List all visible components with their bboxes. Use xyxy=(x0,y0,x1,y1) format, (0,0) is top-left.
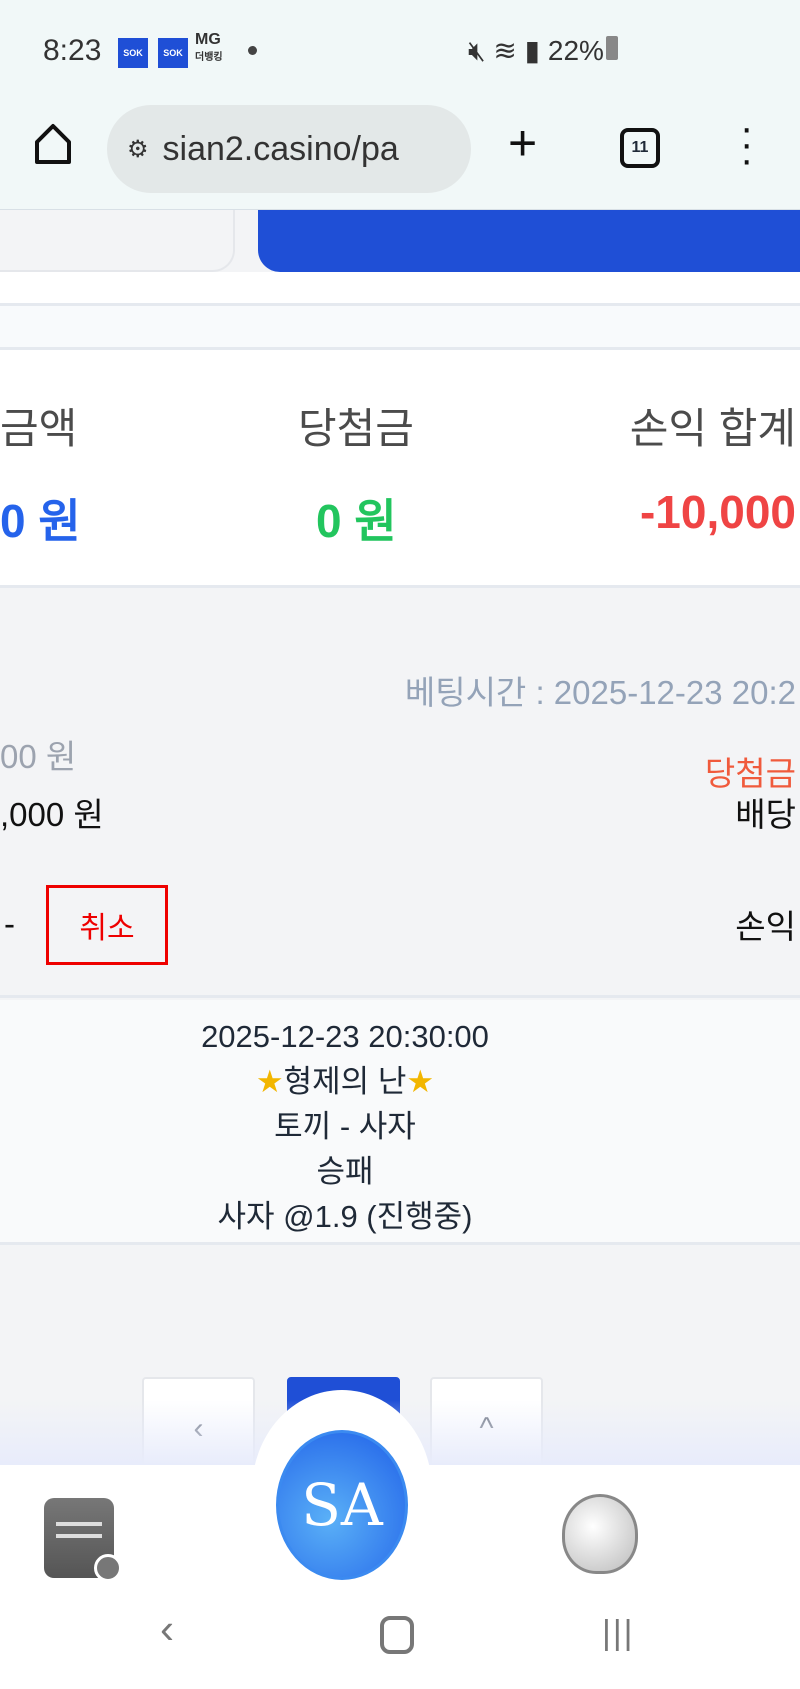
system-recents-icon[interactable]: ||| xyxy=(602,1614,635,1652)
summary-value-profit: -10,000 xyxy=(639,486,796,538)
address-bar[interactable]: ⚙︎ sian2.casino/pa xyxy=(107,105,471,193)
clock: 8:23 xyxy=(43,34,102,67)
status-bar: 8:23 SOK SOK MG 더뱅킹 🔇︎ ≋ ▮ 22% xyxy=(0,0,800,100)
pick-odds-status: 사자 @1.9 (진행중) xyxy=(217,1199,473,1234)
star-icon: ★ xyxy=(255,1064,284,1099)
bet-time: 베팅시간 : 2025-12-23 20:2 xyxy=(404,674,796,711)
bet-total: ,000 원 xyxy=(0,796,104,833)
bank-app-icon: SOK xyxy=(158,38,188,68)
odds-label: 배당 xyxy=(735,796,796,833)
battery-icon xyxy=(605,36,618,60)
profit-label: 손익 xyxy=(735,908,796,945)
site-settings-icon[interactable]: ⚙︎ xyxy=(127,135,149,163)
home-logo-button[interactable]: SA xyxy=(276,1430,408,1580)
system-home-icon[interactable] xyxy=(380,1616,414,1654)
wifi-icon: ≋ xyxy=(493,35,517,66)
url-text[interactable]: sian2.casino/pa xyxy=(162,129,399,168)
section-divider xyxy=(0,303,800,350)
signal-icon: ▮ xyxy=(524,35,541,66)
menu-icon[interactable]: · · · xyxy=(740,106,754,182)
summary-value-win: 0 원 xyxy=(316,495,397,547)
new-tab-icon[interactable]: + xyxy=(508,115,538,171)
support-chat-icon[interactable] xyxy=(562,1494,638,1574)
system-status-icons: 🔇︎ ≋ ▮ 22% xyxy=(468,34,618,68)
star-icon: ★ xyxy=(406,1064,435,1099)
spacer xyxy=(0,272,800,303)
tab-switcher-button[interactable]: 11 xyxy=(620,128,660,168)
bet-status-dash: - xyxy=(4,905,15,942)
system-back-icon[interactable]: ‹ xyxy=(160,1605,174,1652)
browser-toolbar: ⚙︎ sian2.casino/pa + 11 · · · xyxy=(0,100,800,210)
win-amount-label: 당첨금 xyxy=(704,755,796,792)
bet-card xyxy=(0,620,800,998)
cancel-bet-button[interactable]: 취소 xyxy=(46,885,168,965)
bet-amount: 00 원 xyxy=(0,738,77,775)
mute-icon: 🔇︎ xyxy=(468,35,486,66)
mg-bank-icon: MG 더뱅킹 xyxy=(195,31,223,64)
summary-panel xyxy=(0,350,800,588)
summary-label-profit: 손익 합계 xyxy=(629,405,796,452)
summary-label-win: 당첨금 xyxy=(298,405,414,452)
match-teams: 토끼 - 사자 xyxy=(274,1109,416,1144)
home-icon[interactable] xyxy=(33,122,73,166)
bet-detail: 2025-12-23 20:30:00 ★형제의 난★ 토끼 - 사자 승패 사… xyxy=(0,1000,800,1245)
system-nav-bar xyxy=(0,1590,800,1689)
summary-label-bet: 금액 xyxy=(0,405,78,452)
game-name: ★형제의 난★ xyxy=(255,1064,435,1099)
battery-level: 22% xyxy=(547,35,604,66)
market-type: 승패 xyxy=(316,1154,374,1189)
summary-value-bet: 0 원 xyxy=(0,495,81,547)
match-datetime: 2025-12-23 20:30:00 xyxy=(201,1019,489,1054)
bank-app-icon: SOK xyxy=(118,38,148,68)
notification-dot-icon xyxy=(248,46,257,55)
bet-history-icon[interactable] xyxy=(44,1498,122,1582)
